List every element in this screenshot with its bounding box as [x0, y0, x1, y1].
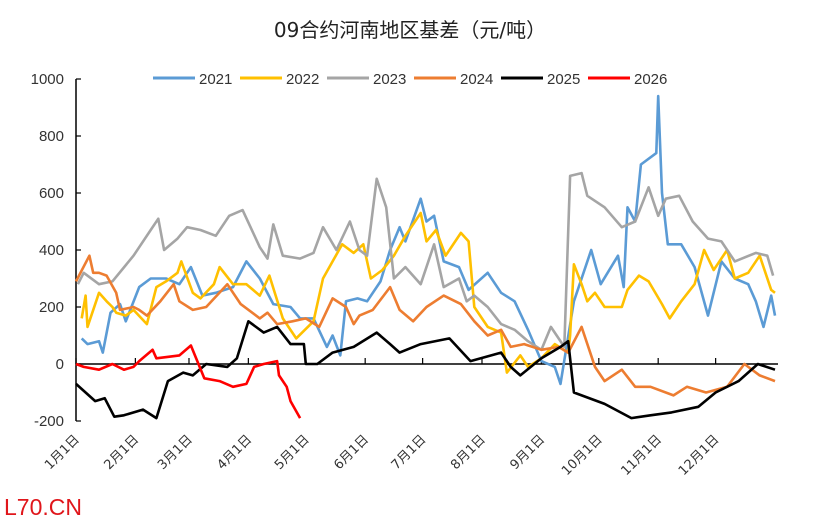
- legend-label-2022: 2022: [286, 71, 319, 88]
- y-tick-label: -200: [34, 413, 64, 430]
- watermark: L70.CN: [4, 494, 82, 520]
- series-line-2024: [74, 254, 776, 397]
- x-tick-label: 5月1日: [272, 432, 313, 473]
- x-tick-label: 1月1日: [42, 432, 83, 473]
- legend-label-2025: 2025: [547, 71, 580, 88]
- x-tick-label: 2月1日: [102, 432, 143, 473]
- series-line-2021: [80, 94, 777, 386]
- x-tick-label: 8月1日: [448, 432, 489, 473]
- x-tick-label: 11月1日: [618, 432, 665, 479]
- y-tick-label: 600: [39, 185, 64, 202]
- y-tick-label: 400: [39, 242, 64, 259]
- legend-label-2023: 2023: [373, 71, 406, 88]
- x-tick-label: 6月1日: [331, 432, 372, 473]
- y-axis: -200 0 200 400 600 800 1000: [31, 71, 81, 430]
- x-tick-label: 4月1日: [214, 432, 255, 473]
- series-line-2022: [80, 211, 776, 374]
- y-tick-label: 800: [39, 128, 64, 145]
- series-line-2026: [75, 344, 302, 419]
- y-tick-label: 0: [56, 356, 64, 373]
- legend: 2021 2022 2023 2024 2025 2026: [153, 71, 667, 88]
- y-tick-label: 1000: [31, 71, 64, 88]
- series-line-2023: [76, 171, 775, 352]
- series-line-2025: [75, 320, 776, 420]
- x-tick-label: 3月1日: [155, 432, 196, 473]
- series-lines: [74, 94, 777, 420]
- y-tick-label: 200: [39, 299, 64, 316]
- x-tick-label: 7月1日: [389, 432, 430, 473]
- legend-label-2021: 2021: [199, 71, 232, 88]
- x-tick-label: 10月1日: [559, 432, 606, 479]
- x-tick-label: 12月1日: [676, 432, 723, 479]
- legend-label-2026: 2026: [634, 71, 667, 88]
- x-axis: 1月1日 2月1日 3月1日 4月1日 5月1日 6月1日 7月1日 8月1日 9月1日 10月1…: [42, 358, 778, 479]
- legend-label-2024: 2024: [460, 71, 493, 88]
- chart-title: 09合约河南地区基差（元/吨）: [274, 18, 546, 42]
- x-tick-label: 9月1日: [507, 432, 548, 473]
